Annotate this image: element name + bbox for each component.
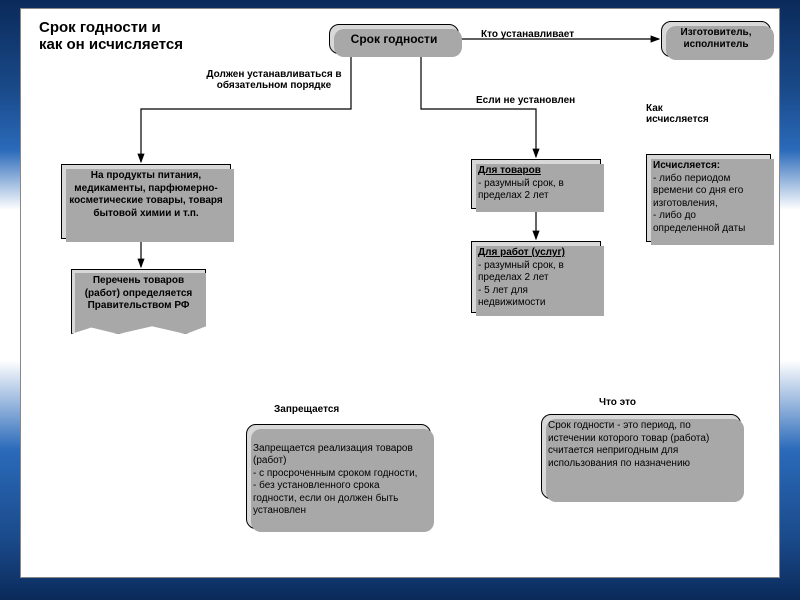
node-works-text: - разумный срок, в пределах 2 лет - 5 ле… <box>478 260 594 310</box>
node-works: Для работ (услуг) - разумный срок, в пре… <box>471 241 601 313</box>
title-line2: как он исчисляется <box>39 36 183 53</box>
node-perechen: Перечень товаров (работ) определяется Пр… <box>71 269 206 334</box>
node-whatis: Срок годности - это период, по истечении… <box>541 414 741 499</box>
label-how: Как исчисляется <box>646 103 726 125</box>
node-perechen-text: Перечень товаров (работ) определяется Пр… <box>85 275 193 311</box>
node-maker: Изготовитель, исполнитель <box>661 21 771 57</box>
node-whatis-text: Срок годности - это период, по истечении… <box>548 420 709 469</box>
node-forbid: Запрещается реализация товаров (работ) -… <box>246 424 431 529</box>
title-line1: Срок годности и <box>39 19 183 36</box>
node-calc-text: - либо периодом времени со дня его изгот… <box>653 173 764 236</box>
page-title: Срок годности и как он исчисляется <box>39 19 183 53</box>
node-works-title: Для работ (услуг) <box>478 247 594 260</box>
node-root-text: Срок годности <box>351 32 438 47</box>
label-must: Должен устанавливаться в обязательном по… <box>189 69 359 91</box>
node-goods: Для товаров - разумный срок, в пределах … <box>471 159 601 209</box>
label-what: Что это <box>599 397 636 408</box>
node-goods-title: Для товаров <box>478 165 594 178</box>
node-calc: Исчисляется: - либо периодом времени со … <box>646 154 771 242</box>
label-who: Кто устанавливает <box>481 29 574 40</box>
node-products-text: На продукты питания, медикаменты, парфюм… <box>69 170 223 219</box>
node-root: Срок годности <box>329 24 459 54</box>
diagram-canvas: Срок годности и как он исчисляется Срок … <box>20 8 780 578</box>
node-goods-text: - разумный срок, в пределах 2 лет <box>478 178 594 203</box>
node-forbid-text: Запрещается реализация товаров (работ) -… <box>253 443 417 517</box>
node-calc-title: Исчисляется: <box>653 160 764 173</box>
label-notset: Если не установлен <box>476 95 575 106</box>
node-maker-text: Изготовитель, исполнитель <box>668 27 764 52</box>
node-products: На продукты питания, медикаменты, парфюм… <box>61 164 231 239</box>
label-forbid: Запрещается <box>274 404 339 415</box>
